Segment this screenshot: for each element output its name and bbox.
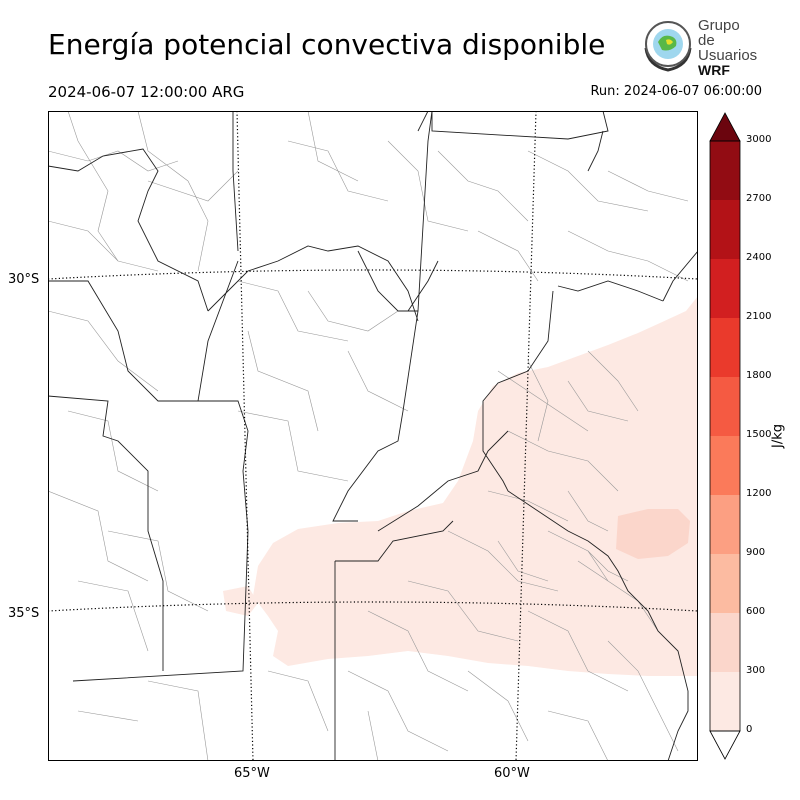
colorbar-bins (710, 141, 740, 731)
colorbar-bin (710, 259, 740, 318)
department-boundaries (48, 111, 689, 761)
logo-line-3: WRF (698, 62, 730, 78)
lat-label-30s: 30°S (8, 272, 40, 287)
parallel-35s (48, 601, 698, 612)
colorbar-bin (710, 613, 740, 672)
colorbar-tick-label: 2400 (746, 252, 772, 263)
province-boundaries (48, 111, 698, 761)
lat-label-35s: 35°S (8, 606, 40, 621)
colorbar-tick-label: 1200 (746, 488, 772, 499)
colorbar-tick-label: 300 (746, 665, 766, 676)
parallel-30s (48, 269, 698, 280)
colorbar-bin (710, 436, 740, 495)
cape-map (48, 111, 698, 761)
colorbar-bin (710, 318, 740, 377)
colorbar-tick-label: 3000 (746, 134, 772, 145)
colorbar-bin (710, 554, 740, 613)
lon-label-65w: 65°W (234, 766, 270, 781)
colorbar-tick-label: 900 (746, 547, 766, 558)
colorbar-tick-label: 600 (746, 606, 766, 617)
colorbar-bin (710, 141, 740, 200)
run-time: Run: 2024-06-07 06:00:00 (590, 84, 762, 99)
meridian-65w (236, 111, 254, 761)
meridian-60w (515, 111, 537, 761)
colorbar-bin (710, 377, 740, 436)
logo-line-1: Grupo de (698, 17, 740, 49)
colorbar-tick-label: 2100 (746, 311, 772, 322)
cape-300-600 (616, 509, 690, 559)
valid-time: 2024-06-07 12:00:00 ARG (48, 83, 245, 101)
colorbar-tick-label: 1500 (746, 429, 772, 440)
map-frame (48, 111, 698, 761)
colorbar-bin (710, 200, 740, 259)
cape-0-300 (253, 296, 698, 676)
colorbar-tick-label: 1800 (746, 370, 772, 381)
colorbar-max-extension (709, 112, 741, 142)
colorbar-tick-label: 0 (746, 724, 753, 735)
cape-field (223, 296, 698, 676)
colorbar-label: J/kg (770, 424, 786, 448)
logo-text: Grupo de Usuarios WRF (698, 18, 760, 78)
globe-logo-icon (644, 21, 692, 72)
colorbar-min-extension (709, 730, 741, 760)
wrf-users-logo: Grupo de Usuarios WRF (640, 18, 760, 78)
colorbar-frame (709, 140, 741, 732)
graticule (48, 111, 698, 761)
colorbar-bin (710, 495, 740, 554)
cape-0-300-west (223, 586, 258, 616)
page-title: Energía potencial convectiva disponible (48, 28, 606, 61)
colorbar-bin (710, 672, 740, 731)
colorbar-tick-label: 2700 (746, 193, 772, 204)
logo-line-2: Usuarios (698, 47, 758, 64)
lon-label-60w: 60°W (494, 766, 530, 781)
colorbar (709, 112, 741, 760)
